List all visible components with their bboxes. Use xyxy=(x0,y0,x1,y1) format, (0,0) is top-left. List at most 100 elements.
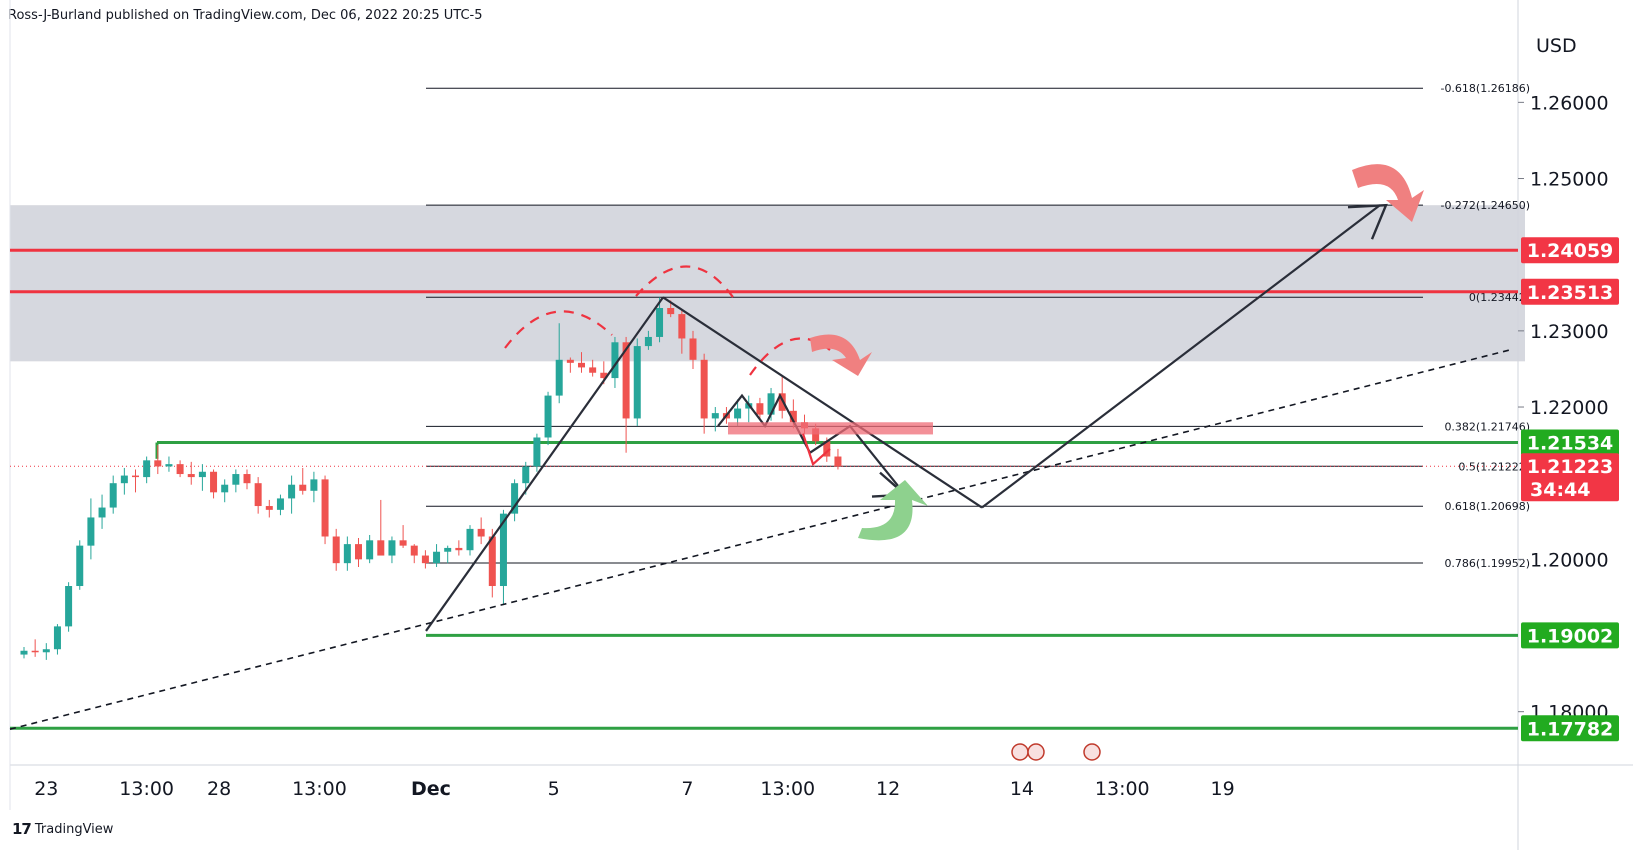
candle-body xyxy=(87,517,95,546)
candle-body xyxy=(566,359,574,363)
zigzag-projection xyxy=(717,393,906,496)
descending-trendline xyxy=(662,296,983,509)
candle-body xyxy=(522,466,530,484)
fib-label: 0.382(1.21746) xyxy=(1444,420,1530,433)
candle-body xyxy=(221,484,229,493)
y-tick-label: 1.22000 xyxy=(1530,397,1609,419)
fibonacci-levels: -0.618(1.26186) -0.272(1.24650) 0(1.23442)… xyxy=(426,82,1530,570)
candle-body xyxy=(120,475,128,484)
price-badge-label: 1.24059 xyxy=(1527,240,1614,262)
candle-body xyxy=(154,460,162,467)
candle-body xyxy=(455,547,463,551)
green-curved-arrow-icon xyxy=(858,480,928,541)
candle-body xyxy=(589,367,597,373)
candle-body xyxy=(254,483,262,507)
candle-body xyxy=(622,342,630,419)
price-badge-label: 1.21534 xyxy=(1527,433,1614,455)
candle-body xyxy=(243,474,251,484)
candle-body xyxy=(377,540,385,556)
candle-body xyxy=(355,544,362,560)
red-zigzag xyxy=(801,433,831,467)
x-tick-label: 13:00 xyxy=(292,778,347,800)
drawings xyxy=(9,164,1511,761)
candle-body xyxy=(109,483,117,508)
tradingview-brand: TradingView xyxy=(34,821,114,837)
red-curved-arrow-icon xyxy=(810,334,872,376)
x-tick-label: 28 xyxy=(207,778,231,800)
candle-body xyxy=(53,626,61,650)
candle-body xyxy=(210,471,218,493)
candle-body xyxy=(232,474,240,485)
tradingview-logo-icon: 17 xyxy=(12,820,32,838)
candle-body xyxy=(143,460,151,478)
candle-body xyxy=(644,336,652,347)
time-axis[interactable]: 23 13:00 28 13:00 Dec 5 7 13:00 12 14 13:00 19 xyxy=(34,778,1235,800)
resistance-zone-rect xyxy=(10,205,1525,362)
candle-body xyxy=(332,536,340,564)
price-badge xyxy=(1521,278,1619,305)
candle-body xyxy=(477,528,485,537)
candle-body xyxy=(444,547,452,552)
x-tick-label: Dec xyxy=(411,778,451,800)
publisher-caption: Ross-J-Burland published on TradingView.… xyxy=(8,8,483,23)
red-supply-box xyxy=(728,422,933,435)
candle-body xyxy=(834,456,842,467)
price-badge-label: 1.19002 xyxy=(1527,625,1614,647)
candle-body xyxy=(31,650,39,653)
candle-body xyxy=(823,441,831,457)
price-badge-countdown: 34:44 xyxy=(1530,479,1590,501)
candle-body xyxy=(511,483,519,514)
candle-body xyxy=(388,540,396,556)
candle-body xyxy=(98,507,106,518)
y-tick-label: 1.25000 xyxy=(1530,169,1609,191)
candle-body xyxy=(165,464,173,467)
candle-body xyxy=(366,540,374,560)
y-tick-label: 1.23000 xyxy=(1530,321,1609,343)
candle-body xyxy=(433,551,441,564)
price-badge xyxy=(1521,622,1619,649)
target-arrow-line xyxy=(981,204,1381,509)
candle-body xyxy=(466,528,474,551)
price-badge-label: 1.21223 xyxy=(1527,456,1614,478)
candle-body xyxy=(767,393,775,415)
candle-body xyxy=(321,479,329,537)
candle-body xyxy=(76,545,84,587)
head-arc xyxy=(635,265,736,301)
x-tick-label: 19 xyxy=(1211,778,1235,800)
x-tick-label: 7 xyxy=(681,778,693,800)
price-badge xyxy=(1521,715,1619,742)
tradingview-footer[interactable]: 17 TradingView xyxy=(12,820,113,838)
axis-frame xyxy=(9,0,1633,850)
y-tick-label: 1.26000 xyxy=(1530,92,1609,114)
candle-body xyxy=(667,308,675,315)
candlesticks xyxy=(20,297,842,660)
candle-body xyxy=(198,471,206,478)
candle-body xyxy=(399,540,407,546)
candle-body xyxy=(700,359,708,419)
rally-trendline xyxy=(425,296,664,632)
candle-body xyxy=(734,408,742,419)
candle-body xyxy=(812,428,820,442)
candle-body xyxy=(310,479,318,491)
fib-label: 0(1.23442) xyxy=(1469,291,1530,304)
candle-body xyxy=(265,506,273,510)
candle-body xyxy=(789,410,797,423)
x-tick-label: 13:00 xyxy=(119,778,174,800)
fib-label: -0.618(1.26186) xyxy=(1440,82,1530,95)
fib-label: 0.618(1.20698) xyxy=(1444,500,1530,513)
candle-body xyxy=(288,484,296,499)
target-arrow-head xyxy=(1347,203,1388,240)
us-flag-icon xyxy=(1027,743,1045,761)
candle-body xyxy=(578,362,585,368)
candle-body xyxy=(132,475,139,478)
candle-body xyxy=(65,586,73,627)
candle-body xyxy=(42,649,50,653)
price-badge xyxy=(1521,237,1619,264)
x-tick-label: 13:00 xyxy=(1095,778,1150,800)
candle-body xyxy=(600,372,608,379)
candle-body xyxy=(756,403,764,415)
price-badge xyxy=(1521,453,1619,502)
candle-body xyxy=(299,484,307,491)
